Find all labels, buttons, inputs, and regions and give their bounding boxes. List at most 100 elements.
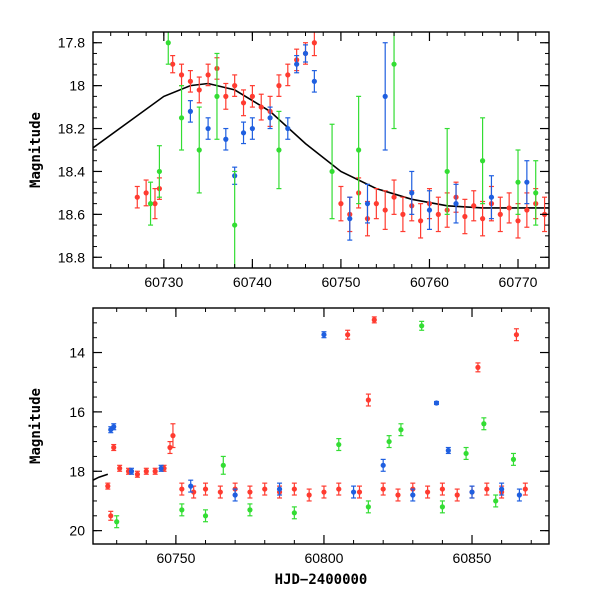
top-data-point [249, 93, 255, 99]
bottom-data-point [114, 519, 120, 525]
top-data-point [515, 218, 521, 224]
top-series-1 [187, 42, 530, 241]
bottom-x-tick-label: 60850 [453, 550, 492, 566]
bottom-data-point [291, 510, 297, 516]
top-data-point [356, 147, 362, 153]
bottom-data-point [179, 486, 185, 492]
bottom-x-tick-label: 60750 [156, 550, 195, 566]
top-data-point [426, 207, 433, 213]
bottom-data-point [469, 489, 475, 495]
bottom-data-point [350, 489, 357, 495]
bottom-data-point [152, 468, 158, 474]
top-x-tick-label: 60740 [233, 274, 272, 290]
top-data-point [170, 61, 176, 67]
top-data-point [294, 61, 300, 67]
bottom-data-point [365, 397, 371, 403]
bottom-data-point [105, 483, 111, 489]
top-data-point [524, 179, 530, 185]
bottom-data-point [499, 486, 505, 492]
top-data-point [311, 40, 317, 46]
bottom-series-2 [114, 320, 517, 529]
top-data-point [205, 72, 211, 78]
bottom-data-point [291, 486, 297, 492]
top-data-point [223, 93, 229, 99]
bottom-data-point [395, 492, 401, 498]
bottom-data-point [179, 507, 185, 513]
bottom-data-point [220, 462, 226, 468]
top-data-point [444, 168, 450, 175]
bottom-data-point [380, 486, 386, 492]
top-data-point [285, 72, 291, 78]
bottom-data-point [398, 427, 404, 433]
bottom-series-0 [105, 316, 528, 521]
bottom-data-point [262, 486, 268, 492]
bottom-data-point [484, 486, 490, 492]
top-y-tick-label: 18 [69, 78, 85, 94]
top-data-point [347, 216, 353, 222]
top-data-point [533, 190, 539, 196]
bottom-data-point [111, 444, 117, 451]
top-y-tick-label: 18.6 [58, 206, 85, 222]
top-plot-area [93, 32, 549, 268]
top-x-tick-label: 60750 [321, 274, 360, 290]
top-y-tick-label: 18.8 [58, 249, 85, 265]
bottom-axis-ticks: 60750 60800 60850 14 16 18 20 [69, 307, 549, 566]
bottom-x-tick-label: 60800 [304, 550, 343, 566]
top-data-point [187, 78, 193, 84]
top-data-point [418, 218, 424, 224]
bottom-series-1 [108, 331, 522, 502]
top-data-point [382, 207, 388, 213]
top-data-point [232, 222, 238, 228]
top-data-point [196, 147, 202, 153]
bottom-model-curve [93, 473, 109, 481]
top-data-point [524, 207, 530, 213]
top-data-point [258, 104, 264, 110]
top-model-curve [93, 82, 549, 209]
bottom-data-point [475, 364, 481, 370]
top-data-point [400, 211, 406, 217]
bottom-data-point [170, 433, 176, 439]
bottom-data-point [247, 507, 253, 513]
bottom-data-point [493, 498, 499, 504]
bottom-data-point [439, 486, 446, 492]
top-data-point [240, 130, 247, 136]
top-x-tick-label: 60730 [144, 274, 183, 290]
top-data-point [471, 203, 477, 209]
top-data-point [178, 72, 185, 78]
top-data-point [205, 125, 211, 132]
bottom-data-point [365, 504, 371, 510]
top-x-tick-label: 60770 [499, 274, 538, 290]
bottom-data-point [158, 465, 164, 471]
bottom-data-point [111, 424, 117, 430]
top-data-point [187, 108, 193, 114]
bottom-data-point [481, 421, 487, 427]
top-data-point [382, 93, 388, 99]
bottom-data-point [410, 492, 416, 498]
top-data-point [338, 201, 344, 207]
bottom-data-point [445, 447, 451, 454]
bottom-data-point [439, 504, 446, 510]
top-data-point [479, 158, 486, 164]
bottom-data-point [321, 332, 327, 338]
bottom-data-point [516, 492, 522, 498]
bottom-data-point [143, 468, 149, 474]
bottom-data-point [276, 486, 283, 492]
bottom-y-tick-label: 18 [69, 463, 85, 479]
bottom-y-tick-label: 20 [69, 523, 85, 539]
bottom-data-point [128, 468, 135, 474]
top-data-point [391, 61, 397, 67]
top-data-point [462, 213, 468, 220]
bottom-data-point [188, 483, 194, 489]
bottom-data-point [217, 489, 223, 495]
top-panel: 60730 60740 60750 60760 60770 17.8 18 18.2 18.4 1… [28, 31, 550, 290]
bottom-data-point [232, 492, 238, 498]
bottom-data-point [202, 513, 209, 519]
bottom-data-point [306, 492, 312, 498]
top-data-point [178, 115, 185, 121]
bottom-data-point [380, 462, 386, 468]
bottom-data-point [191, 489, 197, 495]
top-axis-ticks: 60730 60740 60750 60760 60770 17.8 18 18.2 18.4 1… [58, 32, 549, 290]
top-series-2 [147, 32, 539, 268]
bottom-data-point [247, 489, 253, 495]
